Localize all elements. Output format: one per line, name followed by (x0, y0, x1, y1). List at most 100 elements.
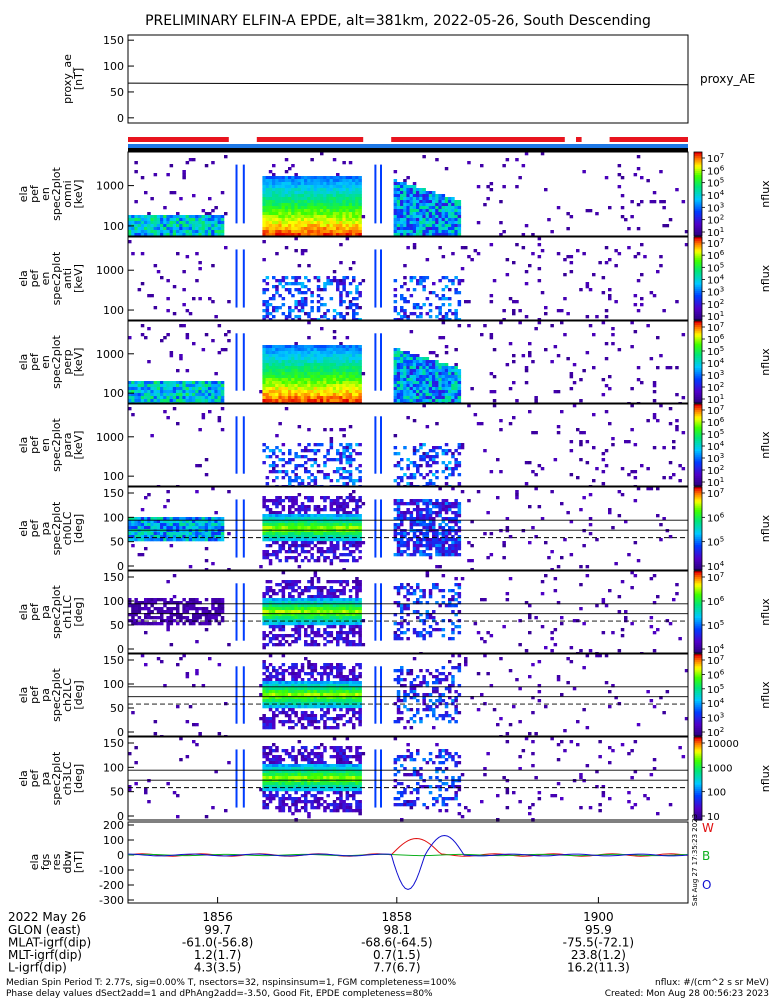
heatmap-cell (355, 212, 359, 216)
heatmap-cell (204, 547, 209, 551)
heatmap-cell (291, 538, 295, 542)
heatmap-cell (422, 194, 426, 198)
heatmap-cell (217, 215, 222, 219)
heatmap-cell (185, 384, 190, 388)
heatmap-cell (339, 279, 343, 283)
heatmap-cell (137, 526, 142, 530)
heatmap-cell (297, 532, 302, 536)
heatmap-cell (416, 514, 420, 518)
heatmap-cell (310, 230, 314, 234)
heatmap-cell (310, 387, 314, 391)
heatmap-cell (150, 517, 154, 521)
heatmap-cell (265, 215, 270, 219)
heatmap-cell (140, 333, 145, 337)
heatmap-cell (502, 544, 506, 548)
heatmap-cell (409, 354, 414, 358)
heatmap-cell (268, 529, 273, 533)
heatmap-cell (406, 393, 410, 397)
heatmap-cell (131, 532, 135, 536)
heatmap-cell (326, 517, 330, 521)
heatmap-cell (336, 458, 340, 462)
heatmap-cell (288, 520, 292, 524)
heatmap-cell (339, 351, 343, 355)
y-tick-label: 1000 (96, 180, 124, 193)
heatmap-cell (294, 363, 298, 367)
heatmap-cell (185, 399, 190, 403)
heatmap-cell (323, 197, 327, 201)
heatmap-cell (313, 482, 318, 486)
heatmap-cell (195, 399, 199, 403)
heatmap-cell (451, 550, 455, 554)
heatmap-cell (134, 200, 138, 204)
heatmap-cell (320, 443, 324, 447)
heatmap-cell (211, 532, 215, 536)
heatmap-cell (176, 523, 180, 527)
heatmap-cell (428, 230, 433, 234)
heatmap-cell (464, 300, 468, 304)
heatmap-cell (592, 446, 596, 450)
heatmap-cell (275, 517, 279, 521)
heatmap-cell (499, 419, 503, 423)
colorbar-tick-label: 104 (707, 274, 725, 287)
heatmap-cell (352, 514, 356, 518)
heatmap-cell (182, 324, 186, 328)
heatmap-cell (262, 550, 266, 554)
heatmap-cell (454, 393, 458, 397)
heatmap-cell (422, 375, 426, 379)
heatmap-cell (441, 381, 446, 385)
heatmap-cell (627, 440, 631, 444)
heatmap-cell (278, 378, 282, 382)
heatmap-cell (150, 384, 154, 388)
heatmap-cell (294, 535, 298, 539)
heatmap-cell (268, 390, 273, 394)
colorbar-step (694, 347, 702, 351)
heatmap-cell (355, 479, 359, 483)
heatmap-cell (601, 276, 606, 280)
heatmap-cell (409, 197, 414, 201)
heatmap-cell (409, 523, 414, 527)
heatmap-cell (544, 188, 548, 192)
heatmap-cell (336, 176, 340, 180)
heatmap-cell (342, 529, 346, 533)
heatmap-cell (476, 422, 481, 426)
heatmap-cell (278, 215, 282, 219)
heatmap-cell (358, 294, 362, 298)
heatmap-cell (297, 345, 302, 349)
heatmap-cell (348, 212, 353, 216)
heatmap-cell (515, 243, 519, 247)
heatmap-cell (316, 224, 321, 228)
heatmap-cell (332, 502, 337, 506)
heatmap-cell (320, 182, 324, 186)
heatmap-cell (396, 390, 401, 394)
heatmap-cell (355, 182, 359, 186)
heatmap-cell (288, 393, 292, 397)
heatmap-cell (163, 517, 167, 521)
heatmap-cell (336, 206, 340, 210)
heatmap-cell (435, 221, 439, 225)
heatmap-cell (220, 218, 225, 222)
heatmap-cell (272, 464, 276, 468)
heatmap-cell (412, 372, 417, 376)
heatmap-cell (454, 363, 458, 367)
heatmap-cell (355, 544, 359, 548)
heatmap-cell (291, 550, 295, 554)
heatmap-cell (406, 372, 410, 376)
colorbar-step (694, 219, 702, 222)
heatmap-cell (294, 529, 298, 533)
heatmap-cell (361, 541, 366, 545)
heatmap-cell (393, 212, 398, 216)
panels: 150100500proxy_AEproxy_ae[nT]1000100elap… (17, 34, 772, 907)
heatmap-cell (352, 221, 356, 225)
heatmap-cell (297, 185, 302, 189)
heatmap-cell (297, 197, 302, 201)
heatmap-cell (342, 285, 346, 289)
heatmap-cell (208, 212, 212, 216)
heatmap-cell (278, 375, 282, 379)
heatmap-cell (361, 372, 366, 376)
heatmap-cell (355, 224, 359, 228)
y-axis-label: proxy_ae[nT] (61, 54, 85, 104)
heatmap-cell (220, 230, 225, 234)
heatmap-cell (208, 387, 212, 391)
heatmap-cell (499, 470, 503, 474)
